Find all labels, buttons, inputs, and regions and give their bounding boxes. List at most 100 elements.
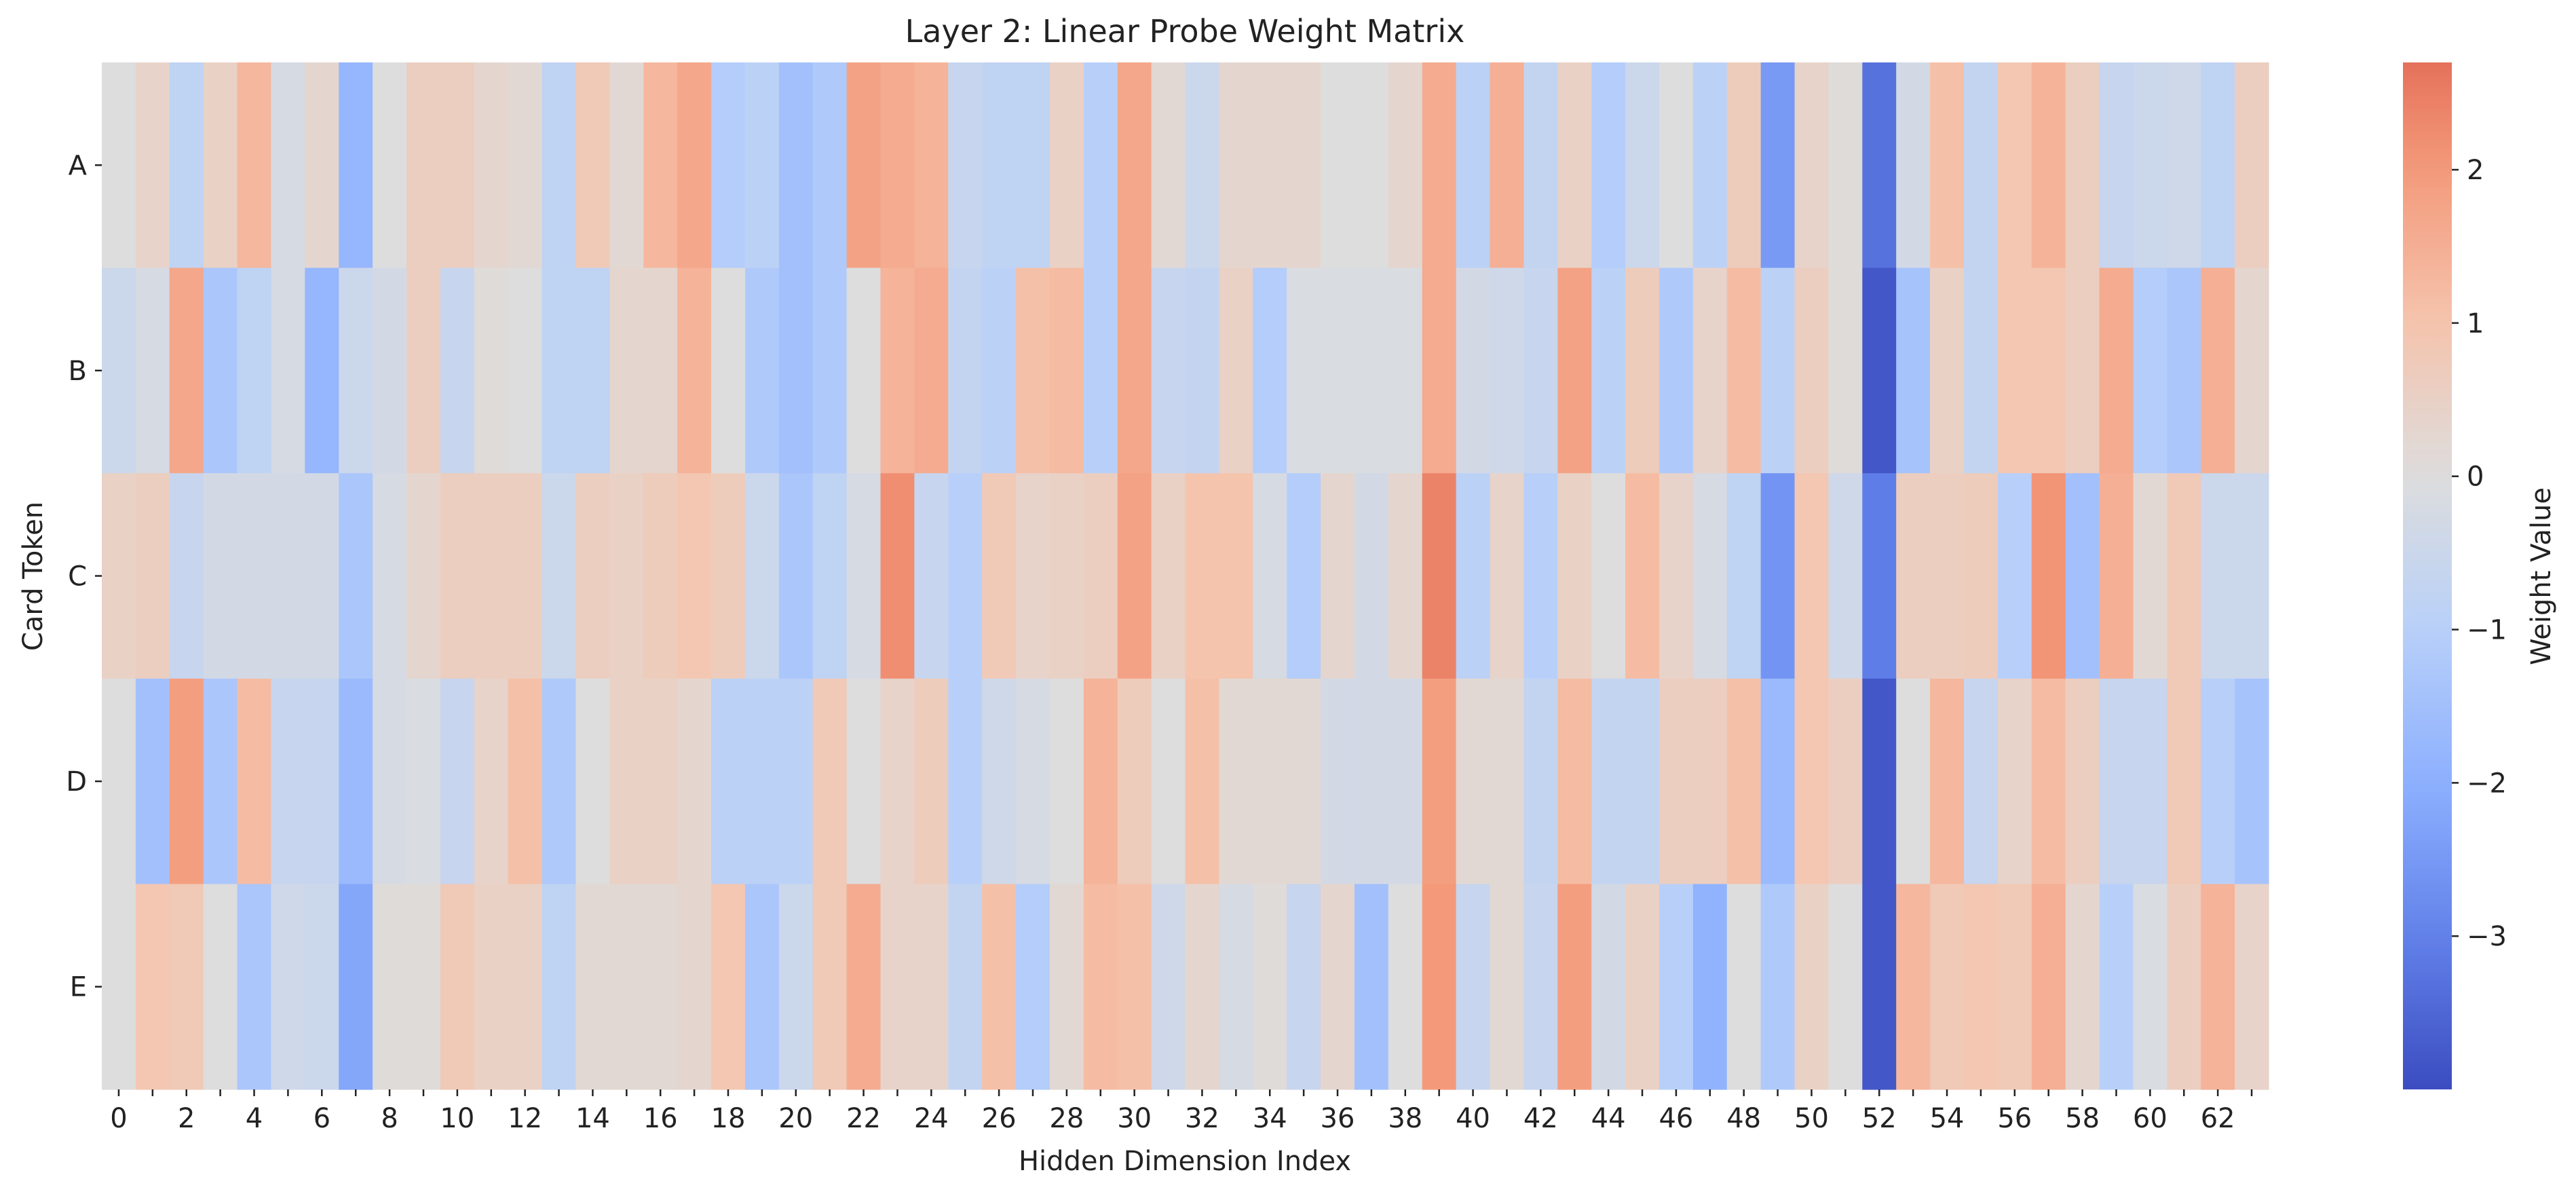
heatmap-cell (305, 678, 339, 884)
heatmap-cell (203, 473, 238, 679)
x-tick-label: 52 (1862, 1103, 1897, 1134)
heatmap-cell (1117, 884, 1152, 1090)
heatmap-cell (744, 884, 780, 1090)
heatmap-cell (1930, 62, 1965, 269)
heatmap-cell (1625, 678, 1660, 884)
heatmap-cell (271, 267, 305, 474)
heatmap-cell (1354, 473, 1389, 679)
heatmap-cell (1726, 678, 1762, 884)
x-tick-label: 20 (778, 1103, 813, 1134)
heatmap-cell (1083, 678, 1118, 884)
x-tick-label: 14 (575, 1103, 610, 1134)
heatmap-cell (2167, 473, 2201, 679)
heatmap-cell (1456, 473, 1491, 679)
x-tick-label: 18 (711, 1103, 746, 1134)
x-tick-label: 48 (1726, 1103, 1761, 1134)
heatmap-cell (305, 884, 339, 1090)
heatmap-cell (2167, 267, 2201, 474)
heatmap-cell (1557, 473, 1592, 679)
heatmap-cell (1557, 884, 1592, 1090)
heatmap-cell (1794, 267, 1830, 474)
heatmap-cell (1963, 884, 1999, 1090)
heatmap-cell (609, 473, 644, 679)
heatmap-cell (846, 884, 882, 1090)
heatmap-cell (542, 267, 577, 474)
y-axis-label: Card Token (18, 502, 49, 651)
heatmap-cell (102, 678, 136, 884)
heatmap-cell (406, 678, 441, 884)
heatmap-cell (440, 678, 475, 884)
heatmap-cell (2099, 884, 2134, 1090)
heatmap-cell (271, 62, 305, 269)
heatmap-cell (1591, 267, 1626, 474)
heatmap-cell (508, 678, 543, 884)
heatmap-cell (1287, 473, 1321, 679)
heatmap-cell (169, 62, 204, 269)
heatmap-cell (1896, 884, 1931, 1090)
heatmap-cell (744, 473, 780, 679)
heatmap-cell (1490, 884, 1525, 1090)
heatmap-cell (2031, 473, 2066, 679)
x-tick-label: 8 (381, 1103, 398, 1134)
heatmap-cell (1049, 678, 1084, 884)
x-tick-label: 44 (1591, 1103, 1626, 1134)
heatmap-cell (542, 62, 577, 269)
heatmap-cell (474, 678, 509, 884)
heatmap-cell (2065, 473, 2100, 679)
heatmap-cell (1083, 473, 1118, 679)
heatmap-cell (1726, 267, 1762, 474)
heatmap-cell (1625, 267, 1660, 474)
heatmap-cell (2133, 267, 2167, 474)
heatmap-cell (846, 62, 882, 269)
heatmap-cell (948, 473, 983, 679)
heatmap-cell (846, 267, 882, 474)
heatmap-cell (2235, 884, 2269, 1090)
heatmap-cell (914, 678, 949, 884)
heatmap-cell (474, 884, 509, 1090)
heatmap-cell (474, 473, 509, 679)
x-tick-label: 24 (914, 1103, 949, 1134)
x-tick-label: 38 (1388, 1103, 1422, 1134)
heatmap-cell (643, 884, 678, 1090)
heatmap-cell (1151, 884, 1186, 1090)
heatmap-cell (1591, 884, 1626, 1090)
heatmap-cell (271, 473, 305, 679)
heatmap-cell (203, 678, 238, 884)
heatmap-cell (711, 678, 746, 884)
heatmap-cell (1219, 884, 1253, 1090)
heatmap-cell (812, 678, 848, 884)
heatmap-cell (1354, 678, 1389, 884)
heatmap-cell (1287, 267, 1321, 474)
heatmap-cell (2065, 62, 2100, 269)
heatmap-cell (339, 473, 373, 679)
heatmap-cell (1692, 267, 1728, 474)
heatmap-cell (1828, 267, 1863, 474)
heatmap-cell (1151, 678, 1186, 884)
heatmap-cell (1490, 62, 1525, 269)
heatmap-cell (948, 678, 983, 884)
heatmap-cell (1456, 884, 1491, 1090)
heatmap-cell (846, 473, 882, 679)
heatmap-cell (1591, 473, 1626, 679)
x-tick-label: 50 (1794, 1103, 1829, 1134)
heatmap-cell (542, 884, 577, 1090)
colorbar-tick-label: −2 (2467, 768, 2507, 799)
heatmap-cell (1997, 884, 2032, 1090)
heatmap-cell (508, 884, 543, 1090)
y-tick-label: C (68, 561, 87, 593)
heatmap-cell (982, 678, 1017, 884)
heatmap-cell (305, 267, 339, 474)
x-tick-label: 32 (1185, 1103, 1219, 1134)
heatmap-cell (169, 678, 204, 884)
x-tick-label: 2 (178, 1103, 195, 1134)
heatmap-cell (1862, 678, 1897, 884)
x-tick-label: 28 (1049, 1103, 1084, 1134)
heatmap-cell (1083, 267, 1118, 474)
heatmap-cell (1354, 62, 1389, 269)
heatmap-cell (406, 62, 441, 269)
heatmap-cell (406, 884, 441, 1090)
x-tick-label: 34 (1253, 1103, 1287, 1134)
heatmap-cell (2167, 62, 2201, 269)
heatmap-cell (1794, 473, 1830, 679)
